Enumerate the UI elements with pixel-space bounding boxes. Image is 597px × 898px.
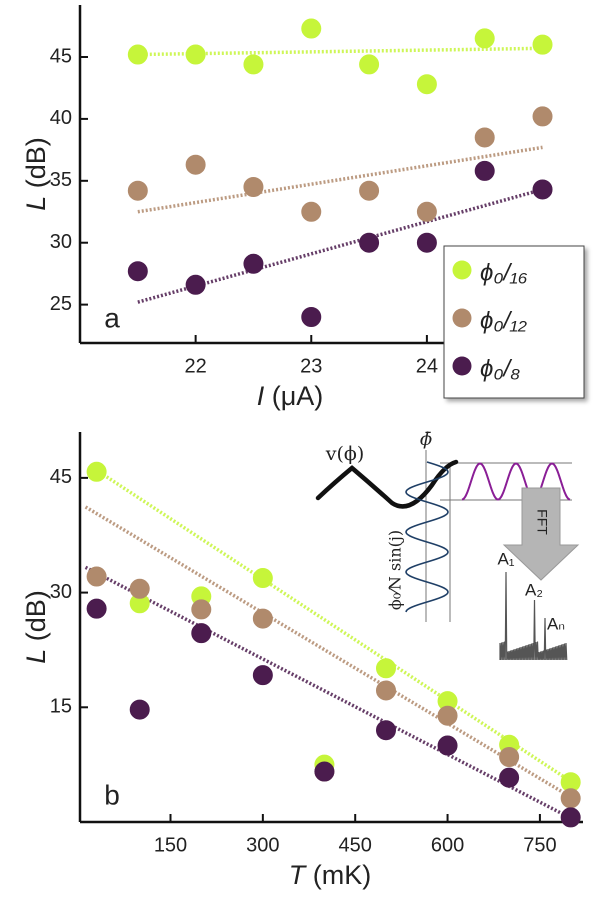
data-point <box>86 461 107 482</box>
x-tick-label: 300 <box>246 834 279 856</box>
panel-label: a <box>104 302 120 333</box>
data-point <box>252 608 273 629</box>
data-point <box>127 261 148 282</box>
y-tick-label: 25 <box>50 293 72 315</box>
peak-label: Aₙ <box>547 614 565 633</box>
data-point <box>416 201 437 222</box>
y-tick-label: 45 <box>50 466 72 488</box>
axis-unit: (dB) <box>21 590 51 649</box>
data-point <box>499 747 520 767</box>
peak-label: A₂ <box>525 580 543 599</box>
inset-label: ϕ₀⁄N sin(j) <box>386 530 405 610</box>
inset-diagram <box>315 450 580 661</box>
legend-marker <box>452 308 472 328</box>
data-point <box>191 599 212 620</box>
data-point <box>532 106 553 127</box>
data-point <box>474 28 495 49</box>
data-point <box>252 665 273 686</box>
data-point <box>532 34 553 55</box>
legend-label: ϕ₀/₈ <box>480 355 520 382</box>
x-tick-label: 24 <box>416 355 438 377</box>
data-point <box>375 680 396 701</box>
data-point <box>185 44 206 65</box>
fit-line <box>137 145 543 214</box>
data-point <box>243 54 264 75</box>
y-tick-label: 30 <box>50 581 72 603</box>
x-tick-label: 23 <box>300 355 322 377</box>
data-point <box>301 201 322 222</box>
axis-symbol: T <box>289 860 308 890</box>
axis-unit: (dB) <box>21 137 51 196</box>
axis-unit: (μA) <box>264 381 323 411</box>
axis-label: L (dB) <box>21 137 51 211</box>
data-point <box>129 699 150 720</box>
inset-label: FFT <box>534 509 550 535</box>
data-point <box>243 177 264 197</box>
data-point <box>185 154 206 175</box>
data-point <box>359 180 380 201</box>
axis-label: T (mK) <box>289 860 371 890</box>
data-point <box>375 658 396 679</box>
data-point <box>359 54 380 75</box>
x-tick-label: 150 <box>154 834 187 856</box>
data-point <box>252 568 273 589</box>
data-point <box>359 232 380 253</box>
data-point <box>437 735 458 756</box>
y-tick-label: 40 <box>50 107 72 129</box>
data-point <box>474 127 495 148</box>
y-tick-label: 30 <box>50 231 72 253</box>
y-tick-label: 35 <box>50 169 72 191</box>
data-point <box>375 720 396 741</box>
data-point <box>127 44 148 65</box>
inset-label: v(ϕ) <box>325 443 365 465</box>
legend-label: ϕ₀/₁₂ <box>480 307 527 334</box>
x-tick-label: 22 <box>185 355 207 377</box>
data-point <box>532 179 553 200</box>
data-point <box>129 578 150 599</box>
data-point <box>86 566 107 587</box>
panel-label: b <box>104 779 120 810</box>
data-point <box>127 180 148 201</box>
axis-unit: (mK) <box>305 860 371 890</box>
inset-label: ϕ̄ <box>420 429 432 450</box>
axis-symbol: L <box>21 196 51 211</box>
legend-label: ϕ₀/₁₆ <box>480 259 528 286</box>
x-tick-label: 450 <box>339 834 372 856</box>
data-point <box>474 160 495 181</box>
axis-symbol: I <box>257 381 265 411</box>
axis-symbol: L <box>21 649 51 664</box>
x-tick-label: 600 <box>431 834 464 856</box>
data-point <box>86 598 107 619</box>
fit-line <box>137 46 543 57</box>
data-point <box>301 307 322 327</box>
data-point <box>416 232 437 253</box>
legend-marker <box>452 356 472 376</box>
y-tick-label: 45 <box>50 45 72 67</box>
x-tick-label: 750 <box>523 834 556 856</box>
data-point <box>243 253 264 274</box>
data-point <box>560 807 581 828</box>
data-point <box>560 788 581 809</box>
data-point <box>185 274 206 295</box>
y-tick-label: 15 <box>50 696 72 718</box>
fit-line <box>84 565 578 823</box>
data-point <box>499 767 520 788</box>
data-point <box>191 623 212 644</box>
data-point <box>301 18 322 39</box>
axis-label: L (dB) <box>21 590 51 664</box>
fit-line <box>84 505 578 803</box>
legend-marker <box>452 260 472 280</box>
data-point <box>416 74 437 95</box>
data-point <box>314 761 335 782</box>
axis-label: I (μA) <box>257 381 324 411</box>
peak-label: A₁ <box>497 549 514 568</box>
data-point <box>437 705 458 726</box>
